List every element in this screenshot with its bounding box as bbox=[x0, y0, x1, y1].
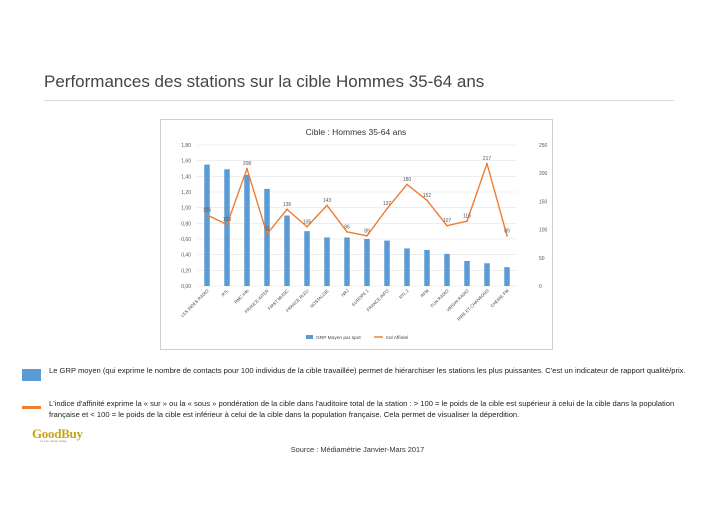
affinity-point bbox=[386, 207, 388, 210]
affinity-point bbox=[406, 183, 408, 186]
affinity-data-label: 89 bbox=[504, 228, 510, 234]
y-left-tick-label: 1,60 bbox=[181, 159, 191, 165]
legend-bar-swatch bbox=[306, 335, 313, 339]
bar-grp bbox=[224, 169, 230, 286]
chart-svg: Cible : Hommes 35-64 ans 0,00 0,20 0,40 0,60… bbox=[180, 127, 548, 341]
affinity-point bbox=[266, 233, 268, 236]
y-left-tick-label: 1,20 bbox=[181, 190, 191, 196]
y-left-tick-label: 1,00 bbox=[181, 206, 191, 212]
affinity-data-label: 92 bbox=[264, 227, 270, 233]
affinity-point bbox=[206, 214, 208, 216]
bar-grp bbox=[344, 237, 350, 286]
bar-grp bbox=[264, 188, 270, 286]
affinity-point bbox=[506, 234, 508, 237]
affinity-data-label: 96 bbox=[344, 224, 350, 230]
x-category-label: RMC Info bbox=[233, 288, 250, 305]
legend-note-affinity-text: L'indice d'affinité exprime la « sur » o… bbox=[49, 399, 675, 419]
affinity-point bbox=[426, 199, 428, 202]
affinity-data-label: 180 bbox=[403, 177, 412, 183]
affinity-line bbox=[206, 162, 508, 237]
chart-panel: Cible : Hommes 35-64 ans 0,00 0,20 0,40 0,60… bbox=[160, 119, 553, 350]
y-left-tick-label: 0,20 bbox=[181, 268, 191, 274]
bar-grp bbox=[424, 249, 430, 286]
source-note: Source : Médiamétrie Janvier-Mars 2017 bbox=[290, 445, 425, 454]
affinity-point bbox=[466, 220, 468, 223]
y-left-tick-label: 0,60 bbox=[181, 237, 191, 243]
affinity-point bbox=[286, 208, 288, 211]
affinity-data-label: 208 bbox=[243, 161, 252, 167]
affinity-data-label: 107 bbox=[443, 218, 452, 224]
affinity-data-label: 109 bbox=[223, 217, 232, 223]
y-right-tick-label: 50 bbox=[539, 256, 545, 262]
x-category-label: FUN RADIO bbox=[429, 288, 450, 309]
bar-grp bbox=[484, 263, 490, 286]
bar-grp bbox=[444, 253, 450, 286]
y-left-tick-label: 0,40 bbox=[181, 253, 191, 259]
x-category-label: EUROPE 1 bbox=[351, 288, 370, 307]
logo-tagline: Le bon achat média bbox=[40, 439, 67, 443]
title-divider bbox=[44, 100, 674, 101]
y-left-tick-label: 0,00 bbox=[181, 284, 191, 290]
bar-grp bbox=[404, 248, 410, 286]
affinity-data-label: 152 bbox=[423, 193, 432, 199]
x-category-label: LES INDES RADIO bbox=[180, 288, 210, 318]
bar-swatch-icon bbox=[22, 369, 41, 381]
legend-note-grp-text: Le GRP moyen (qui exprime le nombre de c… bbox=[49, 366, 686, 375]
bar-grp bbox=[384, 240, 390, 286]
bar-grp bbox=[284, 215, 290, 286]
x-category-label: RTL bbox=[220, 288, 230, 298]
line-swatch-icon bbox=[22, 406, 41, 409]
y-left-tick-label: 1,80 bbox=[181, 143, 191, 149]
bar-grp bbox=[204, 164, 210, 286]
affinity-data-label: 136 bbox=[283, 202, 292, 208]
affinity-point bbox=[326, 204, 328, 207]
bar-grp bbox=[324, 237, 330, 286]
affinity-point bbox=[366, 234, 368, 237]
affinity-point bbox=[306, 225, 308, 228]
affinity-data-label: 217 bbox=[483, 156, 492, 162]
bar-grp bbox=[464, 260, 470, 286]
y-right-tick-label: 100 bbox=[539, 228, 548, 234]
affinity-point bbox=[226, 223, 228, 226]
legend-bar-label: GRP Moyen par spot bbox=[316, 335, 361, 341]
logo-text: GoodBuy bbox=[32, 426, 83, 441]
page-title: Performances des stations sur la cible H… bbox=[44, 72, 485, 91]
affinity-data-label: 89 bbox=[364, 228, 370, 234]
y-right-tick-label: 200 bbox=[539, 171, 548, 177]
affinity-point bbox=[346, 230, 348, 233]
x-category-label: RFM bbox=[420, 288, 430, 298]
y-right-tick-label: 0 bbox=[539, 284, 542, 290]
bar-grp bbox=[244, 174, 250, 286]
affinity-data-label: 143 bbox=[323, 198, 332, 204]
affinity-data-label: 126 bbox=[203, 207, 212, 213]
affinity-data-label: 105 bbox=[303, 219, 312, 225]
affinity-point bbox=[446, 224, 448, 227]
affinity-data-label: 137 bbox=[383, 201, 392, 207]
bar-grp bbox=[304, 231, 310, 286]
affinity-data-label: 115 bbox=[463, 214, 471, 220]
y-right-tick-label: 250 bbox=[539, 143, 548, 149]
goodbuy-logo: GoodBuy Le bon achat média bbox=[32, 425, 102, 443]
y-left-tick-label: 1,40 bbox=[181, 174, 191, 180]
x-category-label: RTL 2 bbox=[398, 288, 410, 300]
affinity-point bbox=[486, 162, 488, 165]
affinity-point bbox=[246, 167, 248, 170]
legend-line-label: Ind Affinité bbox=[386, 335, 409, 341]
y-left-tick-label: 0,80 bbox=[181, 221, 191, 227]
bar-grp bbox=[504, 267, 510, 286]
y-right-tick-label: 150 bbox=[539, 199, 548, 205]
x-category-label: NRJ bbox=[340, 288, 349, 297]
chart-title: Cible : Hommes 35-64 ans bbox=[306, 127, 407, 137]
bar-grp bbox=[364, 239, 370, 286]
x-category-label: CHERIE FM bbox=[489, 288, 510, 309]
x-category-label: NOSTALGIE bbox=[309, 288, 330, 309]
